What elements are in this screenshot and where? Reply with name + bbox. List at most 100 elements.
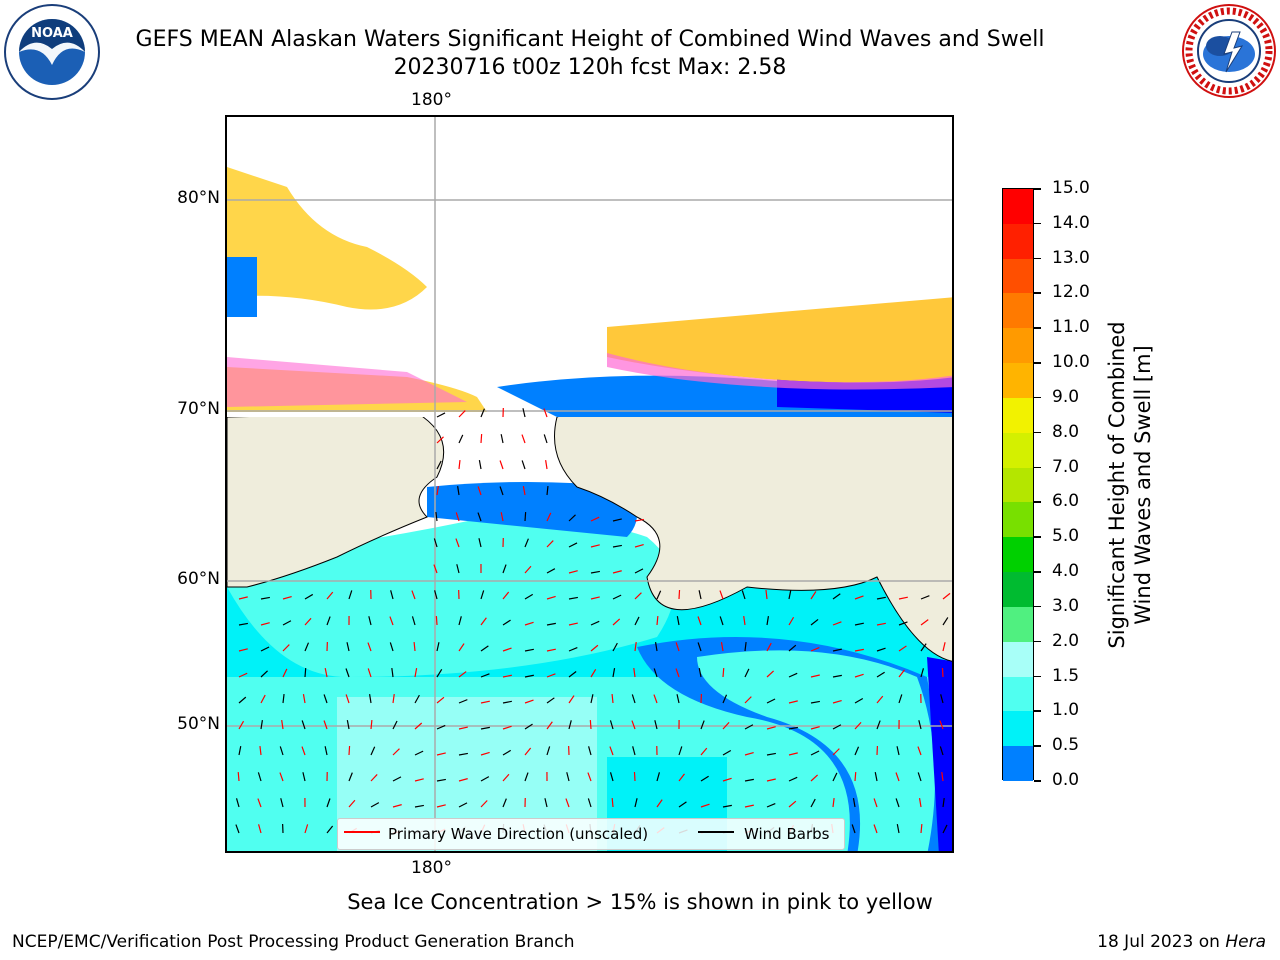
wave-arrow: [367, 668, 372, 678]
wave-arrow: [392, 720, 398, 730]
wave-arrow: [546, 673, 556, 678]
wave-arrow: [414, 694, 420, 704]
wave-arrow: [458, 434, 464, 444]
colorbar-tick: [1034, 710, 1041, 712]
colorbar-segment: [1003, 223, 1033, 260]
colorbar-tick-label: 9.0: [1052, 386, 1080, 407]
wave-arrow: [235, 798, 240, 808]
wave-arrow: [810, 774, 819, 782]
wave-arrow: [568, 542, 578, 548]
wave-arrow: [502, 773, 510, 782]
wave-arrow: [480, 776, 490, 782]
wave-arrow: [832, 699, 842, 704]
wave-arrow: [590, 570, 600, 574]
wave-arrow: [389, 642, 394, 652]
colorbar-tick: [1034, 501, 1041, 503]
wave-arrow: [942, 798, 945, 808]
wave-arrow: [478, 538, 482, 548]
wave-arrow: [257, 772, 262, 782]
wave-arrow: [260, 694, 266, 704]
wave-arrow: [477, 512, 482, 522]
wave-arrow: [522, 486, 526, 496]
wave-arrow: [766, 642, 772, 652]
wave-arrow: [458, 459, 461, 470]
colorbar-tick-label: 6.0: [1052, 491, 1080, 512]
wave-arrow: [257, 798, 262, 808]
colorbar-segment: [1003, 363, 1033, 399]
wave-arrow: [942, 642, 946, 652]
russia-landmass: [227, 412, 445, 588]
wave-arrow: [832, 797, 835, 808]
wave-arrow: [920, 619, 929, 626]
wave-arrow: [810, 618, 819, 626]
wave-arrow: [698, 590, 702, 600]
wave-arrow: [282, 644, 290, 652]
wave-arrow: [237, 771, 240, 782]
wave-arrow: [854, 622, 864, 626]
wave-arrow: [480, 800, 488, 808]
wave-arrow: [788, 590, 792, 600]
wave-arrow: [941, 772, 944, 782]
wave-arrow: [722, 667, 725, 678]
wave-arrow: [546, 746, 551, 756]
wave-arrow: [499, 460, 504, 470]
wave-arrow: [326, 798, 331, 808]
wave-arrow: [653, 694, 658, 704]
wave-arrow: [480, 700, 490, 704]
wave-arrow: [500, 512, 504, 522]
colorbar-title: Significant Height of Combined Wind Wave…: [1104, 321, 1156, 648]
wave-arrow: [939, 746, 944, 756]
wave-arrow: [324, 746, 328, 756]
colorbar-tick: [1034, 466, 1041, 469]
wave-arrow: [676, 616, 680, 626]
colorbar-segment: [1003, 258, 1033, 294]
wave-arrow: [436, 724, 446, 730]
wave-arrow: [238, 596, 248, 600]
wave-arrow: [477, 486, 482, 496]
sea-ice-west: [227, 167, 427, 310]
wave-arrow: [546, 648, 556, 652]
wave-arrow: [282, 620, 292, 626]
map-legend: Primary Wave Direction (unscaled) Wind B…: [337, 818, 845, 850]
lat-label-50n: 50°N: [177, 714, 220, 734]
wave-arrow: [942, 592, 951, 600]
wave-arrow: [876, 695, 884, 704]
wave-arrow: [678, 589, 681, 600]
wave-arrow: [455, 538, 460, 548]
wave-arrow: [788, 700, 798, 704]
wave-arrow: [832, 724, 842, 730]
wave-arrow: [282, 668, 288, 678]
wave-arrow: [436, 412, 446, 418]
wave-arrow: [282, 595, 292, 600]
colorbar-tick-label: 5.0: [1052, 526, 1080, 547]
wave-arrow: [302, 772, 306, 782]
wave-arrow: [566, 772, 570, 782]
wave-arrow: [392, 748, 400, 756]
wave-arrow: [765, 589, 768, 600]
wave-arrow: [675, 642, 680, 652]
colorbar-tick: [1034, 536, 1041, 538]
wave-arrow: [480, 726, 490, 730]
wave-arrow: [304, 642, 310, 652]
wave-arrow: [656, 590, 662, 600]
wave-arrow: [719, 590, 724, 600]
wave-arrow: [898, 645, 907, 652]
wave-arrow: [895, 798, 900, 808]
colorbar-segment: [1003, 467, 1033, 503]
wave-arrow: [678, 746, 683, 756]
wave-arrow: [326, 591, 334, 600]
wave-arrow: [326, 825, 334, 834]
wave-arrow: [238, 746, 242, 756]
wave-arrow: [436, 752, 446, 756]
wave-arrow: [568, 570, 578, 574]
wave-arrow: [524, 538, 529, 548]
wave-arrow: [612, 594, 622, 600]
colorbar-tick-label: 12.0: [1052, 282, 1090, 303]
wave-arrow: [810, 674, 820, 678]
wave-arrow: [631, 694, 636, 704]
wave-arrow: [588, 746, 592, 756]
colorbar-tick: [1034, 396, 1041, 399]
wave-arrow: [414, 750, 424, 756]
wave-arrow: [478, 460, 482, 470]
wave-arrow: [722, 749, 732, 756]
